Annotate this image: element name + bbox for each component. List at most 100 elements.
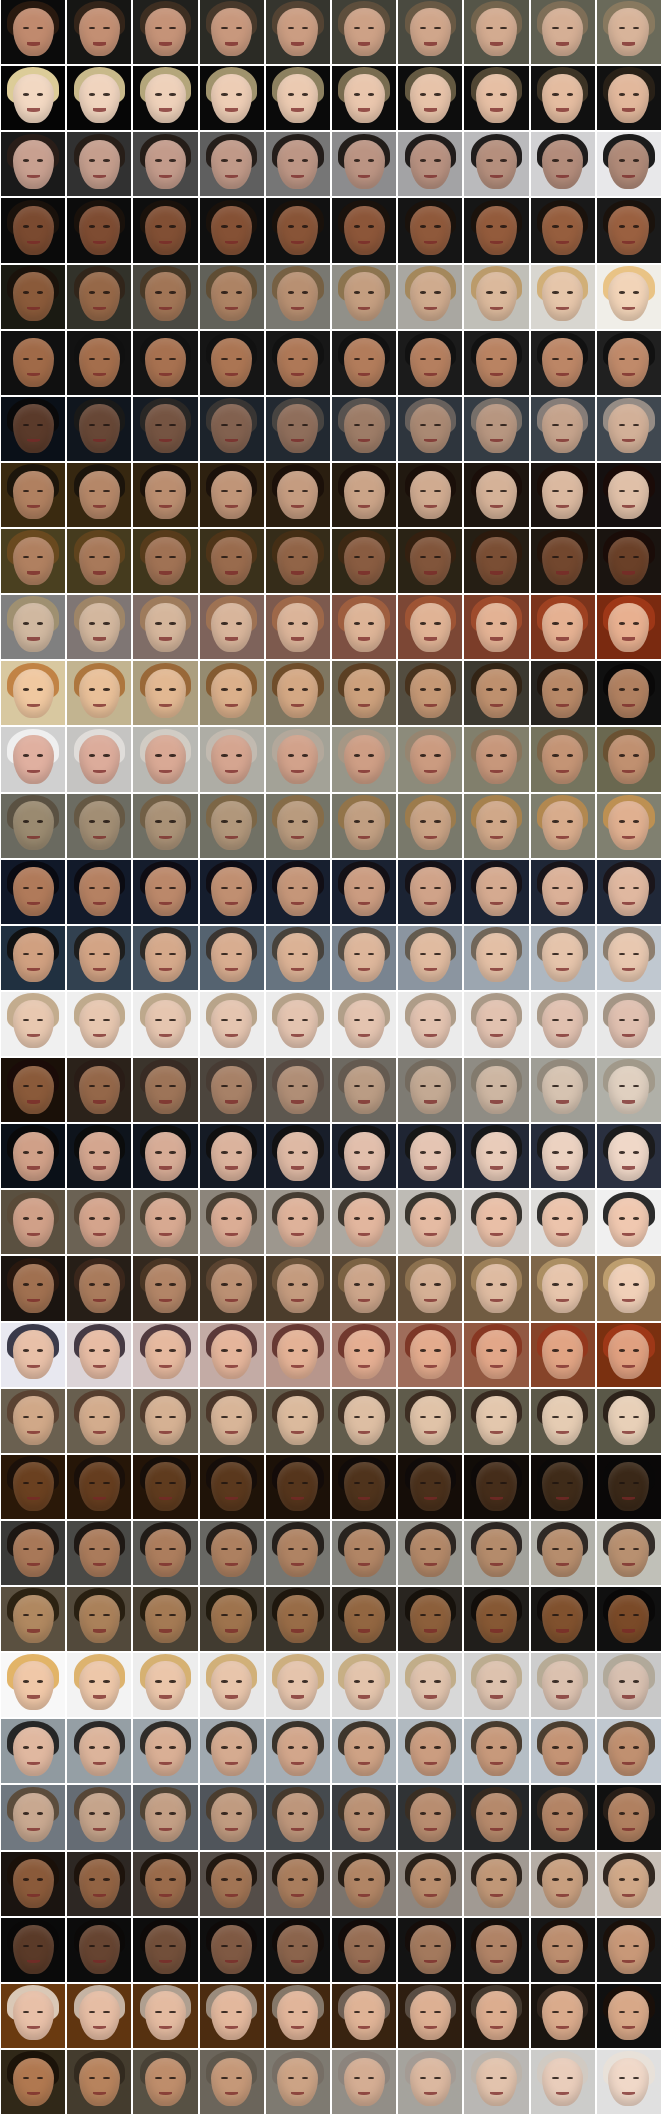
mouth xyxy=(490,1827,503,1831)
face-image-tile xyxy=(199,661,264,726)
face-image-tile xyxy=(67,1058,132,1123)
left-eye xyxy=(22,820,30,823)
mouth xyxy=(225,1497,239,1501)
face-image-tile xyxy=(596,66,661,131)
face-image-tile xyxy=(398,1124,463,1189)
right-eye xyxy=(434,1481,441,1485)
face xyxy=(542,602,584,652)
face xyxy=(409,1925,451,1975)
left-eye xyxy=(618,1812,626,1815)
face-image-tile xyxy=(199,264,264,329)
face xyxy=(211,1859,253,1908)
left-eye xyxy=(221,423,228,427)
face-image-tile xyxy=(464,1653,529,1718)
left-eye xyxy=(552,1018,559,1022)
face xyxy=(78,1396,120,1446)
right-eye xyxy=(434,622,441,625)
right-eye xyxy=(566,1613,573,1617)
left-eye xyxy=(89,886,96,890)
left-eye xyxy=(287,225,295,228)
mouth xyxy=(92,571,106,575)
face xyxy=(409,1197,451,1247)
face-image-tile xyxy=(265,1322,330,1387)
face xyxy=(277,470,319,520)
right-eye xyxy=(301,555,309,559)
face-image-tile xyxy=(398,1851,463,1916)
face xyxy=(542,1396,584,1446)
face-image-tile xyxy=(398,1058,463,1123)
mouth xyxy=(556,835,570,840)
right-eye xyxy=(103,1547,110,1551)
right-eye xyxy=(632,1680,640,1683)
mouth xyxy=(26,505,40,509)
face xyxy=(343,1925,385,1975)
face-image-tile xyxy=(133,132,198,197)
mouth xyxy=(556,637,570,641)
face xyxy=(144,536,187,586)
left-eye xyxy=(420,225,427,228)
face xyxy=(608,1726,650,1776)
face xyxy=(277,1528,319,1578)
face xyxy=(608,1264,650,1313)
left-eye xyxy=(353,886,361,890)
left-eye xyxy=(486,1547,493,1551)
face-image-tile xyxy=(464,1454,529,1519)
left-eye xyxy=(618,357,626,361)
left-eye xyxy=(89,1547,96,1551)
face xyxy=(542,867,584,917)
right-eye xyxy=(36,1746,44,1749)
left-eye xyxy=(420,1547,427,1551)
mouth xyxy=(357,1034,371,1038)
left-eye xyxy=(89,225,96,228)
face xyxy=(144,1925,187,1975)
mouth xyxy=(225,505,239,509)
right-eye xyxy=(103,1415,110,1419)
face-image-tile xyxy=(464,991,529,1056)
right-eye xyxy=(367,93,375,96)
right-eye xyxy=(301,1680,309,1683)
face xyxy=(211,404,253,454)
right-eye xyxy=(169,159,176,162)
right-eye xyxy=(235,886,242,890)
left-eye xyxy=(618,1547,626,1551)
right-eye xyxy=(103,1746,110,1749)
right-eye xyxy=(103,1481,110,1485)
face xyxy=(78,470,120,520)
right-eye xyxy=(566,1746,573,1749)
right-eye xyxy=(434,489,441,493)
right-eye xyxy=(566,555,573,559)
mouth xyxy=(92,1893,106,1898)
face-image-tile xyxy=(1,1388,66,1453)
face xyxy=(542,1330,584,1379)
face-image-tile xyxy=(1,198,66,263)
face xyxy=(144,1660,187,1710)
left-eye xyxy=(420,1481,427,1485)
face xyxy=(409,1462,451,1512)
left-eye xyxy=(420,952,427,956)
mouth xyxy=(92,703,106,707)
left-eye xyxy=(155,1415,162,1419)
face-image-tile xyxy=(530,991,595,1056)
face xyxy=(78,933,120,983)
face-image-tile xyxy=(265,1719,330,1784)
left-eye xyxy=(486,1151,493,1154)
face xyxy=(343,1065,385,1115)
right-eye xyxy=(500,357,507,361)
face xyxy=(475,1859,518,1908)
right-eye xyxy=(434,1680,441,1683)
left-eye xyxy=(353,754,361,757)
face xyxy=(542,206,584,255)
face-image-tile xyxy=(464,66,529,131)
face-image-tile xyxy=(199,66,264,131)
left-eye xyxy=(22,93,30,96)
face-image-tile xyxy=(398,1322,463,1387)
mouth xyxy=(556,703,570,707)
mouth xyxy=(92,1761,106,1765)
right-eye xyxy=(169,489,176,493)
face-image-tile xyxy=(596,330,661,395)
face-image-tile xyxy=(67,1388,132,1453)
mouth xyxy=(291,1827,305,1831)
face-image-tile xyxy=(199,1653,264,1718)
mouth xyxy=(26,1034,40,1038)
face xyxy=(12,1131,54,1181)
